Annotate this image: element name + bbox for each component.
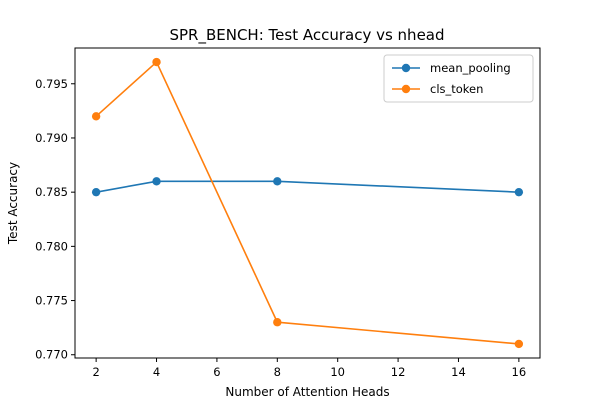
x-tick-label: 6 [213,365,220,379]
series-line-cls_token [95,61,519,345]
x-tick-label: 14 [451,365,466,379]
data-point-mean_pooling [91,187,101,197]
x-tick-label: 12 [391,365,406,379]
legend: mean_pooling cls_token [383,54,534,103]
data-point-cls_token [152,57,161,67]
y-axis-ticks: 0.770 0.775 0.780 0.785 0.790 0.795 [35,77,75,362]
legend-label: mean_pooling [430,61,511,75]
data-point-cls_token [273,318,282,327]
data-point-mean_pooling [152,177,161,186]
series-line-mean_pooling [95,180,519,193]
plot-frame [74,47,541,359]
y-tick-label: 0.775 [35,294,68,308]
x-tick-label: 10 [330,365,345,379]
plot-series [91,57,524,349]
x-tick-label: 4 [153,365,160,379]
x-tick-label: 8 [274,365,281,379]
data-point-mean_pooling [514,187,524,197]
legend-swatch-marker [401,63,411,73]
x-tick-label: 16 [512,365,527,379]
y-tick-label: 0.785 [35,185,68,199]
y-tick-label: 0.780 [35,239,68,253]
data-point-cls_token [514,339,524,349]
y-tick-label: 0.790 [35,131,68,145]
y-axis-label: Test Accuracy [6,162,20,245]
legend-frame [383,54,534,103]
y-tick-label: 0.770 [35,348,68,362]
data-point-mean_pooling [273,177,282,186]
chart-title: SPR_BENCH: Test Accuracy vs nhead [169,26,444,45]
y-tick-label: 0.795 [35,77,68,91]
legend-swatch-marker [401,84,411,94]
legend-items: mean_pooling cls_token [392,61,511,96]
x-axis-ticks: 2 4 6 8 10 12 14 16 [92,358,526,379]
data-point-cls_token [91,112,101,121]
x-tick-label: 2 [92,365,99,379]
legend-label: cls_token [430,82,483,96]
x-axis-label: Number of Attention Heads [225,385,389,399]
